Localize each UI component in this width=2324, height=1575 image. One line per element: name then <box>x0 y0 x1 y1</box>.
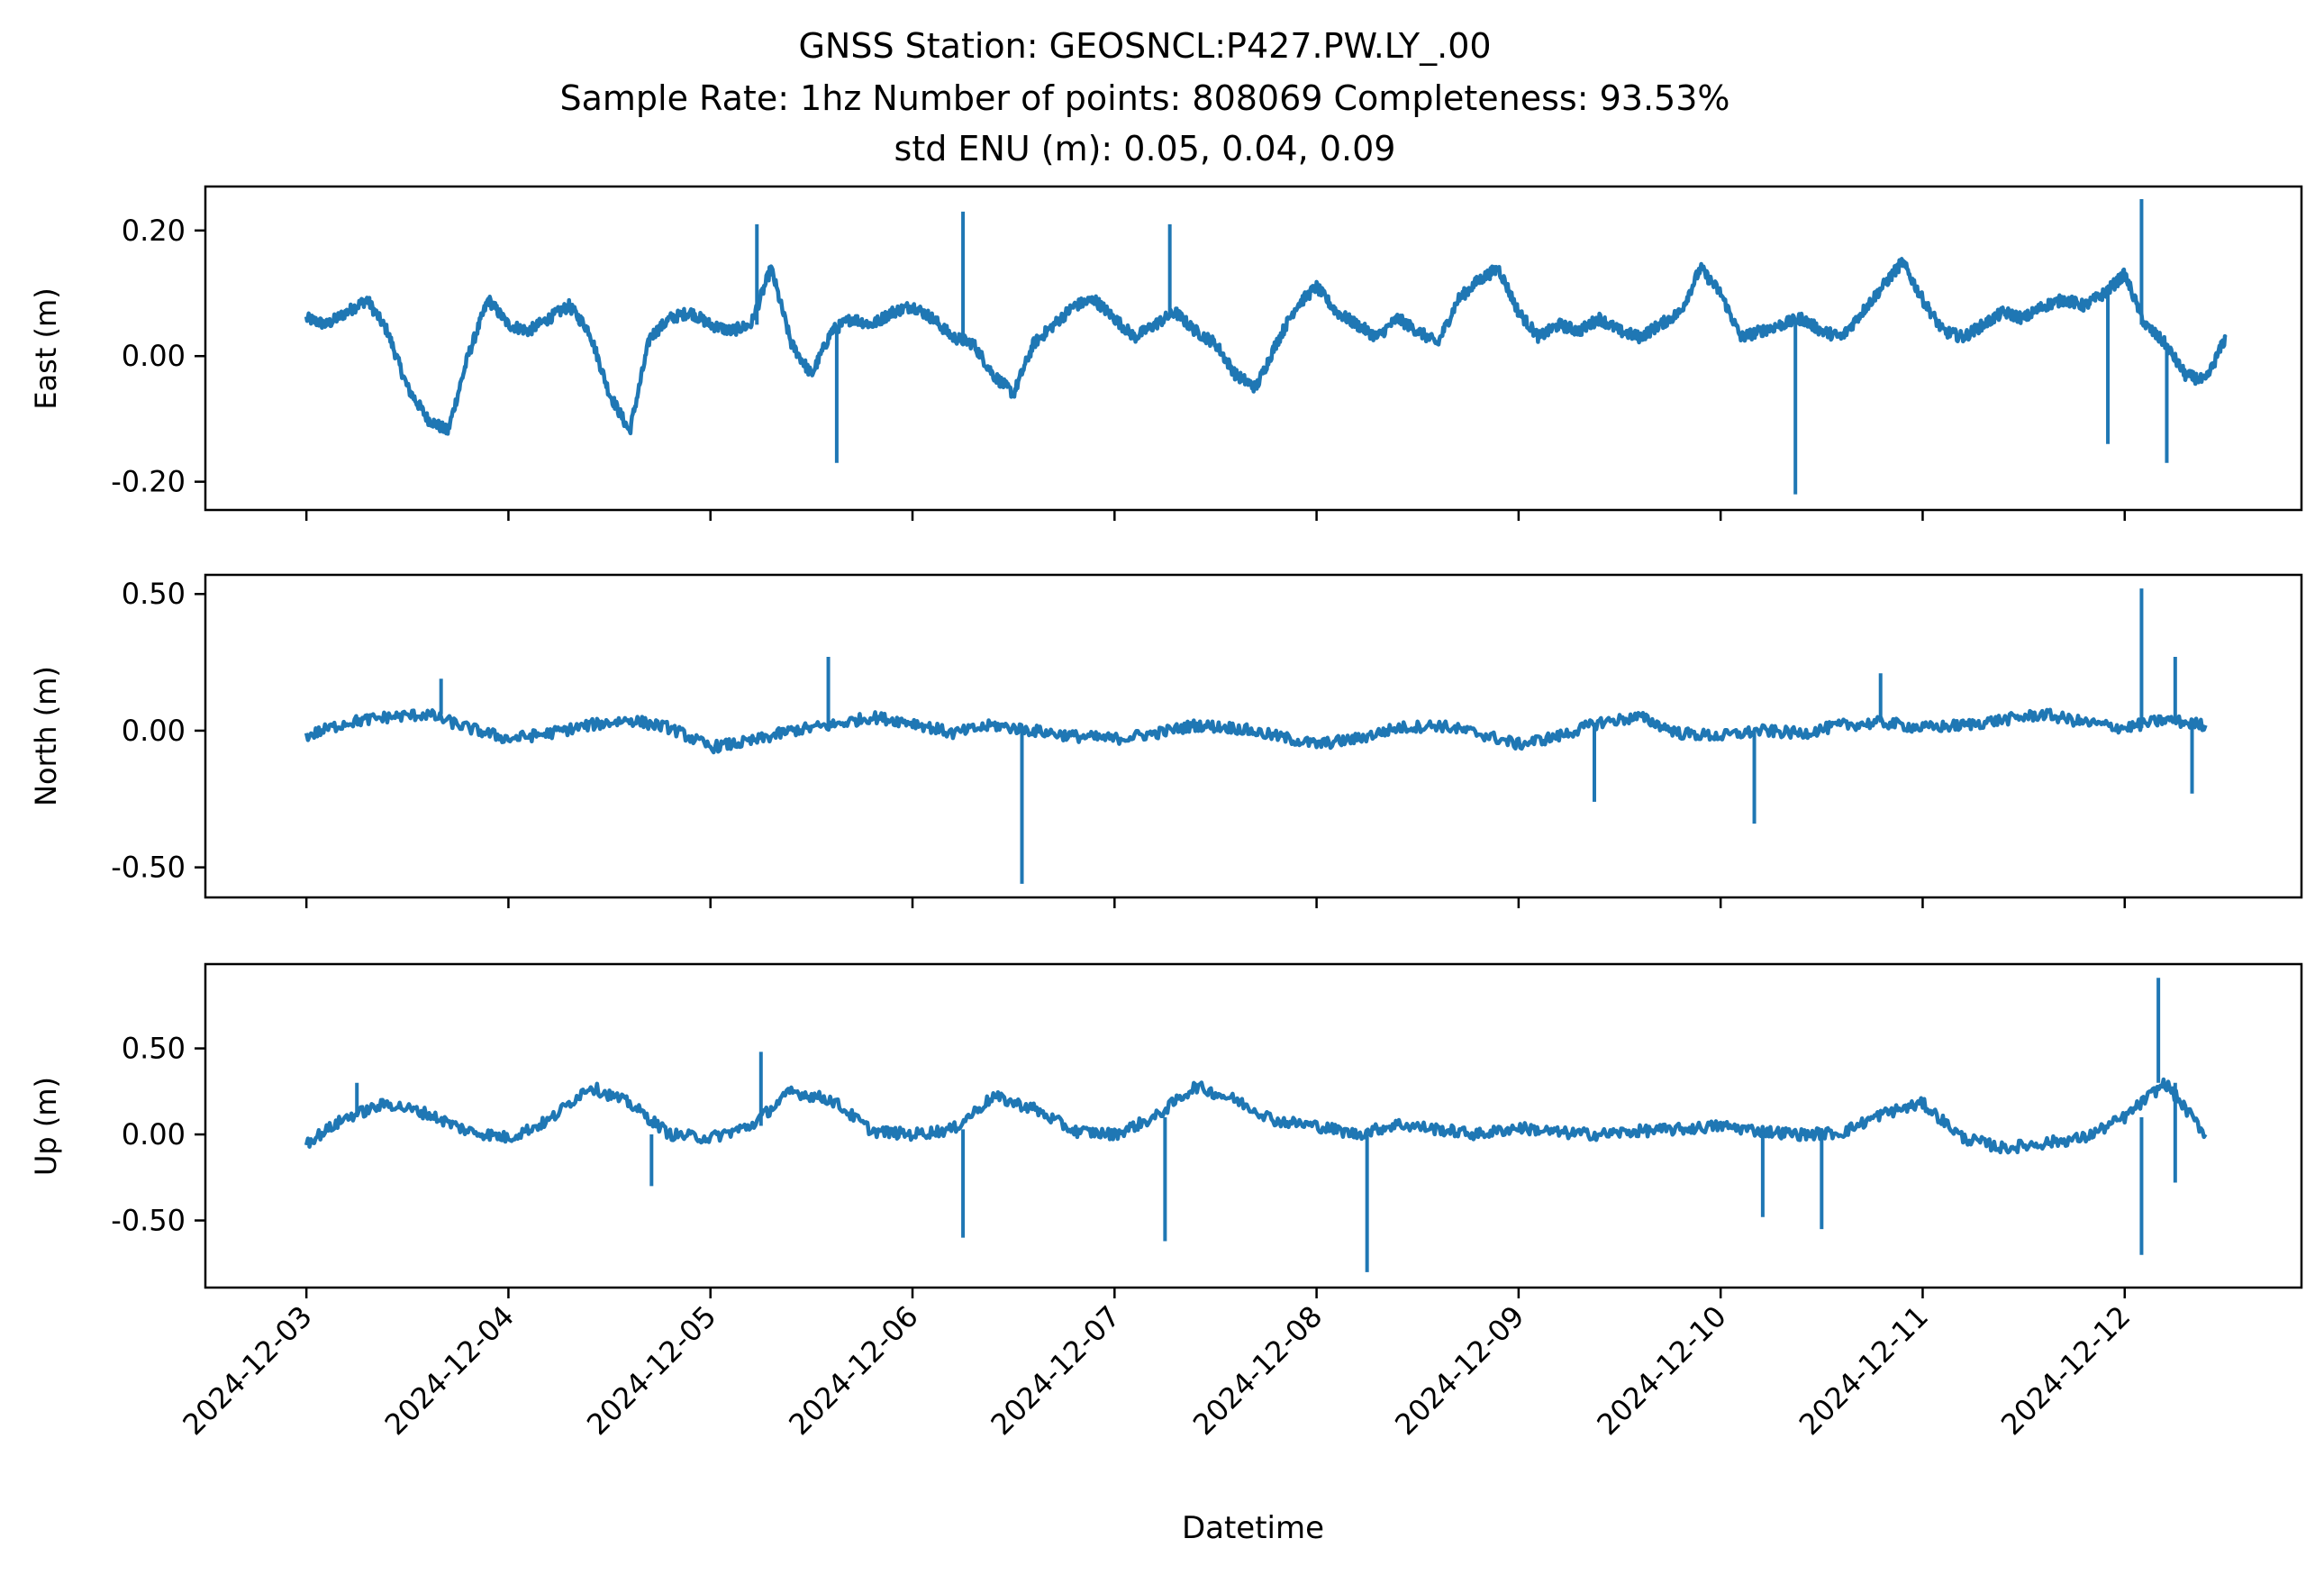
east-ylabel: East (m) <box>29 287 63 409</box>
east-panel: 0.20 0.00 -0.20 East (m) <box>29 185 2303 521</box>
north-series-line <box>304 707 2208 755</box>
north-panel: 0.50 0.00 -0.50 North (m) <box>29 573 2303 908</box>
up-ytick-label: 0.50 <box>122 1032 186 1066</box>
east-ytick-label: -0.20 <box>111 465 186 499</box>
east-ytick-label: 0.00 <box>122 339 186 373</box>
up-ytick-label: -0.50 <box>111 1204 186 1238</box>
title-line-3: std ENU (m): 0.05, 0.04, 0.09 <box>894 129 1396 168</box>
north-y-ticks: 0.50 0.00 -0.50 <box>111 577 205 885</box>
up-series <box>304 978 2208 1272</box>
title-line-1: GNSS Station: GEOSNCL:P427.PW.LY_.00 <box>798 26 1491 66</box>
figure-title: GNSS Station: GEOSNCL:P427.PW.LY_.00 Sam… <box>560 26 1730 168</box>
east-axes-frame <box>204 185 2303 512</box>
up-series-line <box>304 1077 2208 1155</box>
east-series-line <box>304 257 2228 436</box>
north-x-ticks <box>304 897 2126 908</box>
east-y-ticks: 0.20 0.00 -0.20 <box>111 214 205 499</box>
north-series <box>304 588 2208 884</box>
up-ylabel: Up (m) <box>29 1077 63 1176</box>
up-axes-frame <box>204 962 2303 1289</box>
up-ytick-label: 0.00 <box>122 1117 186 1152</box>
up-x-ticks <box>304 1288 2126 1298</box>
north-ytick-label: 0.00 <box>122 714 186 748</box>
up-y-ticks: 0.50 0.00 -0.50 <box>111 1032 205 1238</box>
north-ytick-label: 0.50 <box>122 577 186 611</box>
north-ylabel: North (m) <box>29 666 63 806</box>
north-ytick-label: -0.50 <box>111 851 186 885</box>
east-x-ticks <box>304 510 2126 521</box>
east-series <box>304 198 2228 495</box>
up-panel: 0.50 0.00 -0.50 Up (m) <box>29 962 2303 1298</box>
title-line-2: Sample Rate: 1hz Number of points: 80806… <box>560 78 1730 118</box>
east-ytick-label: 0.20 <box>122 214 186 248</box>
x-axis-label: Datetime <box>1182 1510 1324 1546</box>
north-axes-frame <box>204 573 2303 899</box>
